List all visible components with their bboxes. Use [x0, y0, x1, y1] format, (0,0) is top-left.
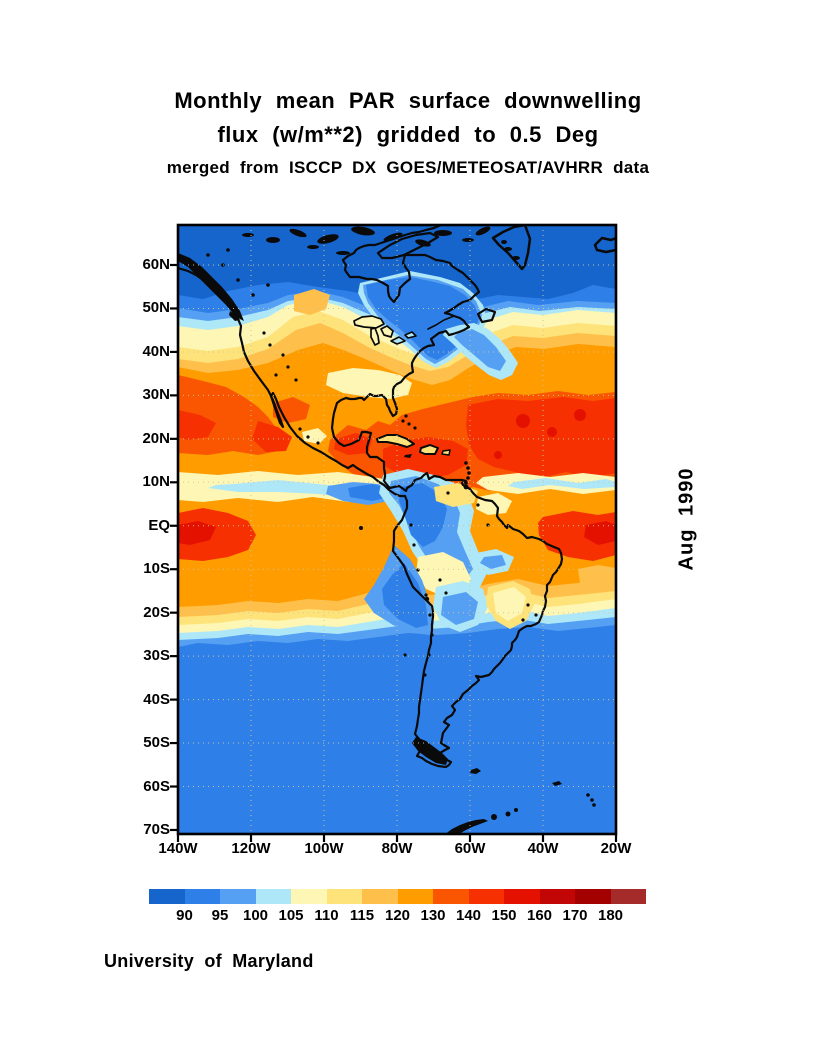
colorbar-value-label: 105	[278, 907, 304, 924]
map-border	[176, 223, 618, 836]
lat-tick-label: 30N	[142, 386, 170, 404]
map-plot	[170, 223, 618, 842]
axis-ticks	[170, 263, 618, 842]
colorbar-value-label: 130	[420, 907, 446, 924]
islands-and-terrain	[178, 226, 596, 834]
lon-tick-label: 120W	[231, 840, 271, 857]
colorbar-value-label: 115	[349, 907, 375, 924]
colorbar-cell	[149, 889, 185, 904]
americas-coastline	[178, 225, 564, 769]
colorbar-cell	[291, 889, 327, 904]
colorbar-value-label: 90	[176, 907, 193, 924]
colorbar	[149, 889, 646, 904]
colorbar-cell	[504, 889, 540, 904]
lat-tick-label: 10S	[143, 560, 170, 578]
lat-tick-label: 50S	[143, 734, 170, 752]
lake-huron	[380, 325, 394, 338]
hispaniola	[419, 444, 439, 455]
lake-erie	[390, 336, 406, 345]
lat-tick-label: 40S	[143, 690, 170, 708]
colorbar-cell	[220, 889, 256, 904]
map-svg	[170, 223, 618, 842]
title-line-1: Monthly mean PAR surface downwelling	[174, 88, 642, 113]
colorbar-value-label: 170	[562, 907, 588, 924]
lon-tick-label: 60W	[454, 840, 486, 857]
title-line-3: merged from ISCCP DX GOES/METEOSAT/AVHRR…	[166, 158, 650, 177]
coastlines	[178, 225, 616, 769]
colorbar-value-label: 120	[384, 907, 411, 924]
south-georgia	[552, 781, 562, 786]
cuba	[376, 434, 415, 448]
lat-tick-label: 60S	[143, 777, 170, 795]
colorbar-cell	[610, 889, 646, 904]
lake-ontario	[404, 331, 417, 339]
puerto-rico	[441, 449, 451, 456]
vancouver-island	[229, 311, 240, 321]
lake-superior	[353, 315, 385, 329]
lat-tick-label: 70S	[143, 820, 170, 838]
lat-tick-label: 30S	[143, 647, 170, 665]
colorbar-cell	[468, 889, 504, 904]
title-block: Monthly mean PAR surface downwelling flu…	[0, 84, 816, 181]
lat-tick-label: 60N	[142, 256, 170, 273]
lat-tick-label: 20N	[142, 429, 170, 447]
tierra-del-fuego	[412, 737, 448, 765]
antarctic-peninsula	[445, 819, 488, 834]
falkland-islands	[470, 768, 481, 774]
colorbar-value-label: 150	[491, 907, 517, 924]
date-label: Aug 1990	[675, 467, 698, 571]
colorbar-cell	[433, 889, 469, 904]
colorbar-cell	[362, 889, 398, 904]
colorbar-value-label: 100	[242, 907, 269, 924]
lat-tick-label: EQ	[148, 516, 170, 534]
gridlines	[178, 225, 616, 834]
newfoundland-island	[476, 307, 497, 324]
lat-tick-label: 10N	[142, 473, 170, 491]
greenland-coast	[491, 225, 532, 271]
colorbar-value-label: 180	[597, 907, 624, 924]
colorbar-cell	[539, 889, 575, 904]
alaska-coast-range	[178, 253, 244, 321]
lon-tick-label: 100W	[304, 840, 344, 857]
colorbar-cell	[397, 889, 433, 904]
colorbar-value-label: 140	[455, 907, 482, 924]
st-lawrence-river	[427, 315, 455, 330]
colorbar-value-label: 110	[314, 907, 339, 924]
iceland	[593, 236, 616, 254]
colorbar-cell	[575, 889, 611, 904]
jamaica	[404, 454, 412, 458]
colorbar-cell	[184, 889, 220, 904]
baffin-island	[376, 231, 440, 260]
colorbar-cell	[255, 889, 291, 904]
lon-tick-label: 80W	[381, 840, 413, 857]
lon-tick-label: 20W	[600, 840, 632, 857]
lat-tick-label: 20S	[143, 603, 170, 621]
lon-tick-label: 140W	[158, 840, 198, 857]
lat-tick-label: 40N	[142, 342, 170, 360]
lat-tick-label: 50N	[142, 299, 170, 317]
title-line-2: flux (w/m**2) gridded to 0.5 Deg	[217, 122, 599, 147]
colorbar-value-label: 95	[211, 907, 229, 924]
lon-tick-label: 40W	[527, 840, 559, 857]
lake-michigan	[370, 327, 380, 346]
colorbar-value-label: 160	[526, 907, 553, 924]
colorbar-cell	[326, 889, 362, 904]
credit-text: University of Maryland	[104, 951, 314, 971]
